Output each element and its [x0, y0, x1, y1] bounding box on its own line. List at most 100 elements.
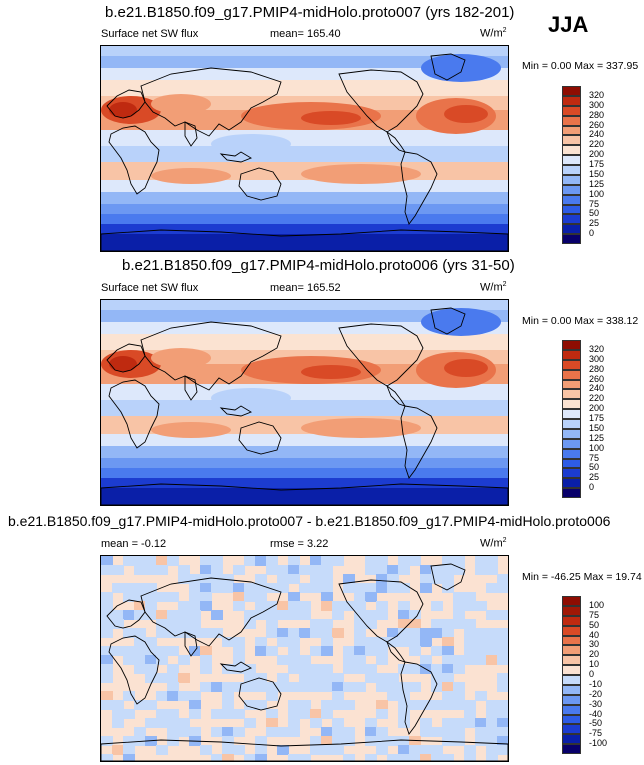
map-cell — [189, 628, 201, 638]
map-cell — [145, 565, 157, 575]
map-cell — [332, 610, 344, 620]
panel-3-mean-label: mean = -0.12 — [101, 538, 167, 550]
map-cell — [365, 610, 377, 620]
map-cell — [189, 610, 201, 620]
map-cell — [123, 592, 135, 602]
coastline — [184, 631, 198, 657]
map-cell — [101, 700, 113, 710]
colorbar-tick-label: 260 — [589, 373, 605, 384]
map-cell — [255, 646, 267, 656]
map-cell — [222, 745, 234, 755]
map-cell — [354, 592, 366, 602]
map-cell — [145, 583, 157, 593]
map-cell — [453, 610, 465, 620]
map-band — [101, 334, 508, 350]
map-cell — [255, 637, 267, 647]
map-cell — [442, 691, 454, 701]
colorbar-cell — [562, 135, 581, 146]
map-band — [101, 322, 508, 334]
map-cell — [464, 601, 476, 611]
panel-3-map — [100, 555, 509, 762]
map-cell — [398, 610, 410, 620]
map-cell — [211, 610, 223, 620]
map-cell — [112, 718, 124, 728]
map-cell — [266, 628, 278, 638]
map-cell — [365, 727, 377, 737]
map-cell — [343, 583, 355, 593]
colorbar-tick-label: 50 — [589, 208, 600, 219]
colorbar-tick-label: -100 — [589, 738, 608, 749]
map-cell — [343, 574, 355, 584]
map-cell — [365, 664, 377, 674]
map-cell — [453, 727, 465, 737]
map-cell — [387, 583, 399, 593]
map-cell — [332, 682, 344, 692]
map-patch — [421, 308, 501, 336]
map-cell — [453, 655, 465, 665]
map-cell — [255, 736, 267, 746]
panel-1-colorbar: 0 25 50 75 100 125 150 175 200 220 240 260 280 300 320 — [562, 86, 622, 244]
map-cell — [387, 682, 399, 692]
colorbar-cell — [562, 399, 581, 410]
colorbar-tick-label: -30 — [589, 698, 603, 709]
colorbar-tick-label: 200 — [589, 149, 605, 160]
map-cell — [497, 610, 508, 620]
map-cell — [299, 601, 311, 611]
coastline — [238, 421, 282, 455]
map-cell — [288, 637, 300, 647]
coastline — [430, 563, 466, 591]
map-cell — [222, 682, 234, 692]
coastline — [101, 739, 508, 761]
panel-1-mean-label: mean= 165.40 — [270, 28, 341, 40]
colorbar-cell — [562, 675, 581, 685]
coastline — [338, 69, 424, 133]
map-cell — [123, 628, 135, 638]
map-cell — [189, 700, 201, 710]
map-cell — [431, 700, 443, 710]
colorbar-cell — [562, 165, 581, 175]
map-cell — [156, 610, 168, 620]
colorbar-tick-label: 30 — [589, 639, 600, 650]
map-cell — [398, 583, 410, 593]
colorbar-tick-label: 100 — [589, 188, 605, 199]
map-cell — [442, 556, 454, 566]
map-cell — [145, 646, 157, 656]
map-cell — [321, 745, 333, 755]
map-cell — [255, 682, 267, 692]
colorbar-cell — [562, 234, 581, 244]
map-cell — [167, 727, 179, 737]
map-cell — [244, 754, 256, 761]
map-cell — [288, 628, 300, 638]
map-band — [101, 434, 508, 446]
panel-3-minmax: Min = -46.25 Max = 19.74 — [522, 571, 642, 583]
map-cell — [277, 673, 289, 683]
map-cell — [332, 628, 344, 638]
map-cell — [376, 601, 388, 611]
coastline — [338, 323, 424, 387]
map-cell — [420, 655, 432, 665]
map-cell — [299, 664, 311, 674]
map-band — [101, 224, 508, 234]
colorbar-cell — [562, 694, 581, 705]
map-cell — [156, 673, 168, 683]
map-cell — [354, 628, 366, 638]
map-cell — [233, 565, 245, 575]
map-cell — [101, 655, 113, 665]
map-cell — [442, 574, 454, 584]
coastline — [400, 151, 438, 225]
map-cell — [497, 574, 508, 584]
map-cell — [167, 691, 179, 701]
map-cell — [189, 574, 201, 584]
panel-3-colorbar: -100 -75 -50 -40 -30 -20 -10 0 10 20 30 40 50 75 100 — [562, 596, 622, 754]
colorbar-cell — [562, 125, 581, 136]
map-cell — [376, 637, 388, 647]
map-band — [101, 478, 508, 488]
map-cell — [376, 745, 388, 755]
map-cell — [343, 736, 355, 746]
map-cell — [123, 556, 135, 566]
map-cell — [365, 583, 377, 593]
map-cell — [178, 565, 190, 575]
map-cell — [497, 745, 508, 755]
map-cell — [497, 736, 508, 746]
map-cell — [376, 709, 388, 719]
